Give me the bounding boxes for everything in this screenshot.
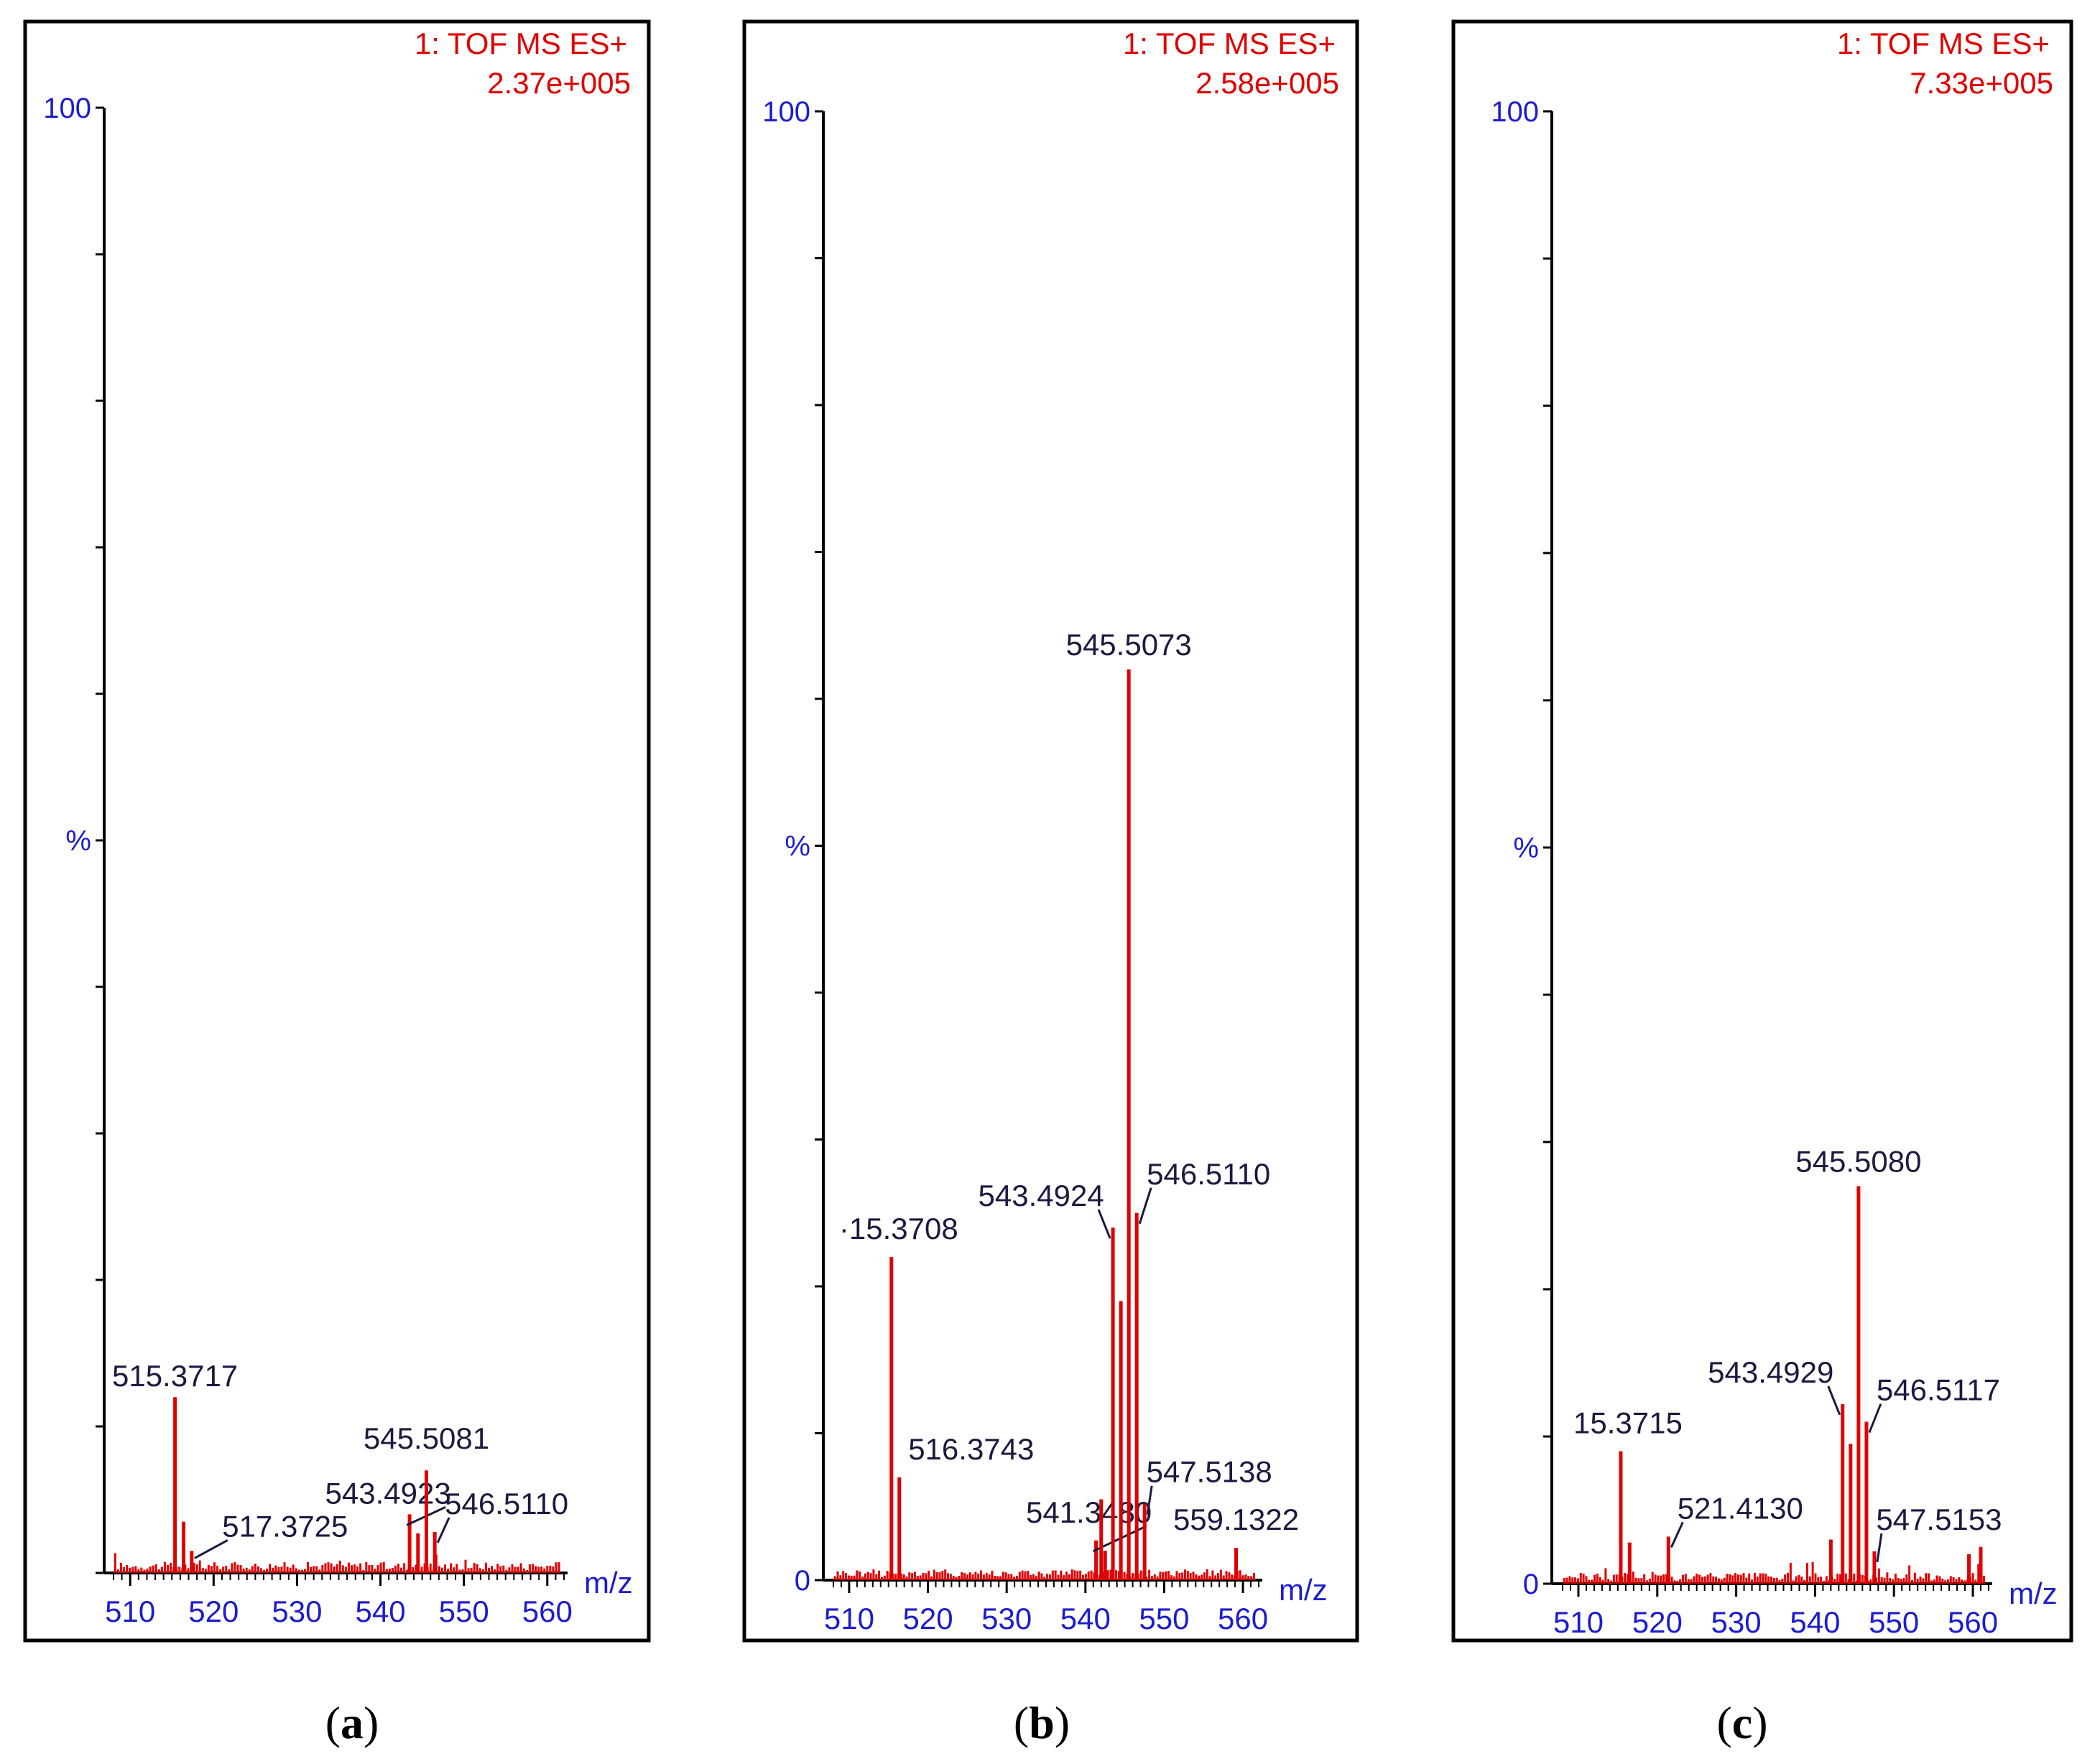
peak-label-leader bbox=[1097, 1209, 1111, 1239]
peak-label: 516.3743 bbox=[908, 1432, 1034, 1466]
caption-letter: b bbox=[1029, 1697, 1055, 1748]
x-tick-label: 530 bbox=[981, 1602, 1032, 1635]
peak-label: 541.3480 bbox=[1026, 1495, 1152, 1529]
x-axis-label: m/z bbox=[2009, 1577, 2058, 1610]
base-peak-intensity: 2.58e+005 bbox=[1195, 66, 1339, 100]
peak-label: 546.5110 bbox=[1147, 1157, 1270, 1191]
base-peak-intensity: 7.33e+005 bbox=[1910, 66, 2053, 100]
x-tick-label: 510 bbox=[824, 1602, 874, 1635]
caption-open-paren: ( bbox=[325, 1697, 341, 1748]
y-tick-label-100: 100 bbox=[43, 93, 91, 124]
x-tick-label: 550 bbox=[439, 1594, 489, 1628]
panel-frame bbox=[742, 19, 1359, 1643]
x-tick-label: 550 bbox=[1869, 1605, 1919, 1639]
peak-label: 559.1322 bbox=[1173, 1503, 1299, 1536]
x-tick-label: 520 bbox=[903, 1602, 953, 1635]
spectrum-panel-a: 1: TOF MS ES+ 2.37e+005 100% 510 520 530 540 55… bbox=[23, 19, 651, 1748]
panel-caption: (c) bbox=[1716, 1697, 1767, 1748]
peak-label: 543.4924 bbox=[979, 1179, 1104, 1212]
x-tick-label: 510 bbox=[105, 1594, 155, 1628]
peak-label: 515.3717 bbox=[112, 1359, 238, 1393]
peak-label: 15.3715 bbox=[1573, 1406, 1683, 1440]
peak-label: 546.5117 bbox=[1877, 1373, 2000, 1407]
spectrum-panel-b: 1: TOF MS ES+ 2.58e+005 100% 0 510 520 530 540 5… bbox=[742, 19, 1359, 1748]
peak-label: 547.5153 bbox=[1876, 1503, 2002, 1536]
x-tick-label: 530 bbox=[272, 1594, 322, 1628]
x-tick-label: 540 bbox=[356, 1594, 406, 1628]
peak-label: ·15.3708 bbox=[839, 1212, 958, 1245]
x-tick-label: 530 bbox=[1711, 1605, 1762, 1639]
caption-close-paren: ) bbox=[1055, 1697, 1070, 1748]
spectrum-panel-c: 1: TOF MS ES+ 7.33e+005 100% 0 510 520 530 540 5… bbox=[1451, 19, 2073, 1748]
peak-label: 545.5081 bbox=[364, 1421, 489, 1455]
peak-label-leader bbox=[436, 1517, 450, 1544]
x-tick-label: 540 bbox=[1790, 1605, 1840, 1639]
peak-label-leader bbox=[194, 1539, 228, 1559]
caption-open-paren: ( bbox=[1014, 1697, 1029, 1748]
caption-open-paren: ( bbox=[1716, 1697, 1731, 1748]
y-axis-label: % bbox=[1513, 832, 1539, 864]
acquisition-mode: 1: TOF MS ES+ bbox=[1123, 27, 1336, 60]
x-axis-label: m/z bbox=[1279, 1573, 1328, 1607]
peak-label: 521.4130 bbox=[1678, 1491, 1803, 1525]
panel-caption: (b) bbox=[1014, 1697, 1070, 1748]
x-tick-label: 520 bbox=[188, 1594, 239, 1628]
acquisition-mode: 1: TOF MS ES+ bbox=[415, 27, 627, 60]
acquisition-mode: 1: TOF MS ES+ bbox=[1837, 27, 2050, 60]
peak-label: 546.5110 bbox=[445, 1487, 568, 1521]
x-tick-label: 540 bbox=[1060, 1602, 1111, 1635]
panel-frame bbox=[1451, 19, 2073, 1643]
y-tick-label-100: 100 bbox=[1491, 96, 1539, 128]
peak-label-leader bbox=[1670, 1521, 1684, 1549]
y-tick-label-0: 0 bbox=[1523, 1569, 1539, 1600]
x-tick-label: 560 bbox=[1218, 1602, 1268, 1635]
peak-label-leader bbox=[1876, 1533, 1883, 1563]
x-tick-label: 560 bbox=[1948, 1605, 1998, 1639]
peak-label-leader bbox=[1146, 1485, 1153, 1515]
y-axis-label: % bbox=[785, 831, 810, 863]
panel-frame bbox=[23, 19, 651, 1643]
x-tick-label: 520 bbox=[1632, 1605, 1683, 1639]
x-axis-label: m/z bbox=[584, 1566, 633, 1600]
x-tick-label: 550 bbox=[1139, 1602, 1189, 1635]
peak-label-leader bbox=[1868, 1403, 1882, 1434]
caption-close-paren: ) bbox=[364, 1697, 379, 1748]
caption-letter: c bbox=[1732, 1697, 1752, 1748]
y-axis-label: % bbox=[65, 825, 91, 857]
x-tick-label: 560 bbox=[522, 1594, 573, 1628]
peak-label-leader bbox=[1138, 1187, 1152, 1225]
peak-label: 545.5073 bbox=[1066, 628, 1192, 662]
peak-label: 543.4923 bbox=[325, 1476, 451, 1510]
y-tick-label-0: 0 bbox=[795, 1565, 810, 1597]
panel-caption: (a) bbox=[325, 1697, 379, 1748]
base-peak-intensity: 2.37e+005 bbox=[487, 66, 631, 100]
caption-letter: a bbox=[341, 1697, 364, 1748]
caption-close-paren: ) bbox=[1752, 1697, 1767, 1748]
peak-label-leader bbox=[1827, 1385, 1841, 1416]
peak-label: 517.3725 bbox=[222, 1509, 348, 1543]
peak-label: 543.4929 bbox=[1708, 1355, 1833, 1389]
x-tick-label: 510 bbox=[1553, 1605, 1604, 1639]
peak-label: 547.5138 bbox=[1147, 1455, 1272, 1489]
peak-label: 545.5080 bbox=[1795, 1145, 1921, 1179]
y-tick-label-100: 100 bbox=[762, 96, 810, 128]
